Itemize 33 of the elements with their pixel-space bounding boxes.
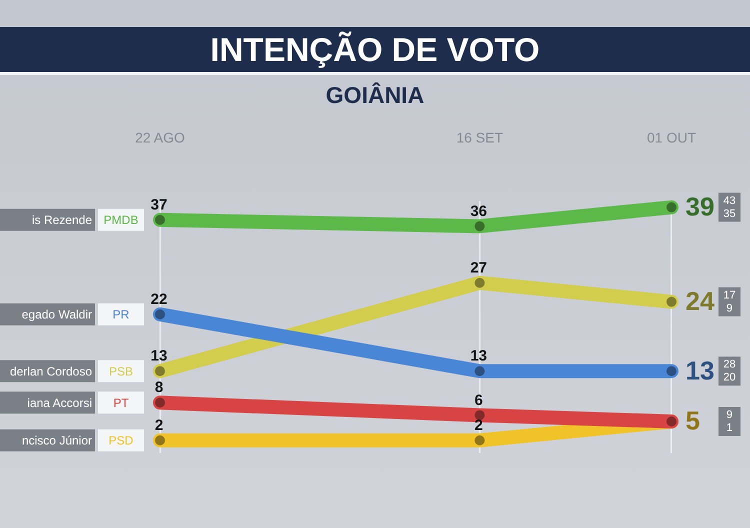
data-label: 13	[685, 355, 714, 386]
data-label: 6	[474, 392, 483, 409]
text: ncisco Júnior	[22, 434, 92, 448]
text: 28 20	[723, 358, 736, 384]
text: iana Accorsi	[27, 396, 92, 410]
text: 43 35	[723, 194, 736, 220]
text: derlan Cordoso	[10, 364, 92, 378]
data-label: 37	[150, 196, 168, 214]
x-tick-label: 01 OUT	[646, 129, 696, 146]
data-label: 39	[685, 191, 714, 222]
text: PT	[113, 396, 130, 410]
data-label: 5	[685, 406, 700, 436]
series-label: PSB	[108, 364, 134, 378]
data-label: 13	[150, 348, 168, 365]
text: 17 9	[723, 289, 736, 314]
data-label: 13	[470, 348, 488, 365]
data-label: 27	[470, 260, 488, 277]
text: PR	[112, 308, 130, 322]
chart-subtitle: GOIÂNIA	[324, 82, 426, 108]
data-label: 36	[470, 202, 488, 220]
data-label: 2	[474, 417, 483, 434]
x-tick-label: 16 SET	[456, 129, 504, 146]
data-label: 2	[154, 417, 164, 434]
series-label: PSD	[108, 434, 134, 448]
text: egado Waldir	[22, 308, 92, 322]
text: 9 1	[726, 409, 733, 434]
chart-title: INTENÇÃO DE VOTO	[0, 27, 750, 75]
text: is Rezende	[32, 213, 92, 228]
data-label: 8	[154, 379, 164, 396]
data-label: 22	[150, 291, 168, 308]
x-tick-label: 22 AGO	[135, 129, 186, 146]
data-label: 24	[685, 286, 715, 316]
series-label: PMDB	[104, 213, 138, 228]
